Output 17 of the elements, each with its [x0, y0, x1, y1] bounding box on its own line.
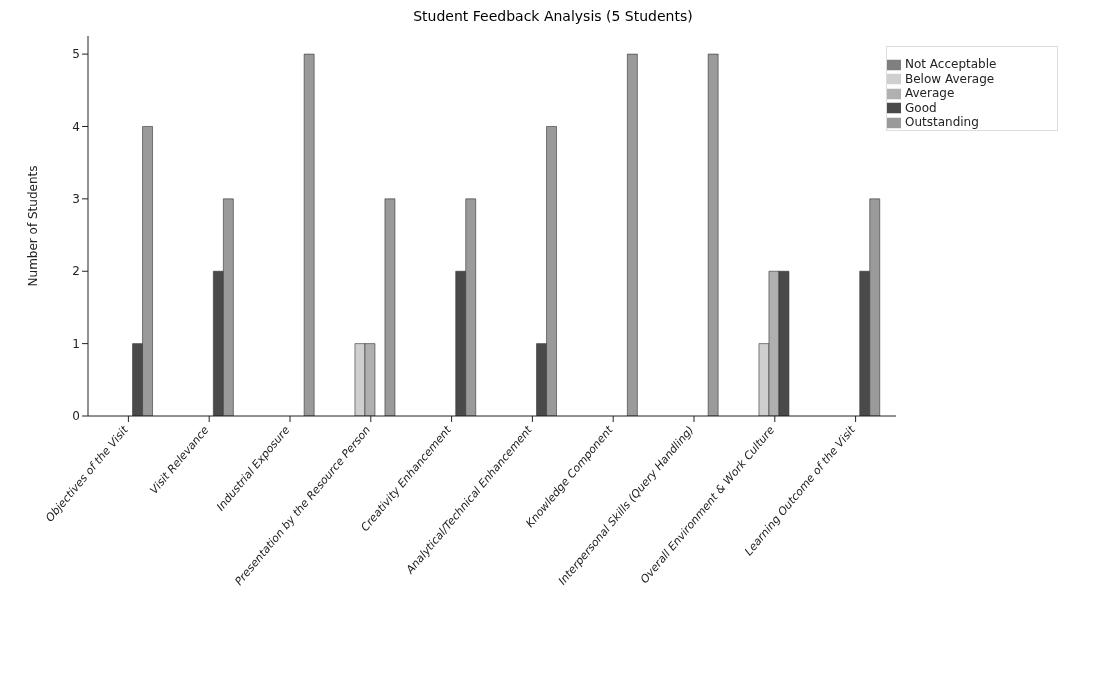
bar [707, 53, 719, 416]
y-tick-label: 3 [72, 192, 80, 207]
y-tick-label: 0 [72, 409, 80, 424]
legend-label: Good [905, 100, 937, 115]
legend-label: Average [905, 86, 955, 100]
y-tick-label: 5 [72, 47, 80, 62]
legend-label: Below Average [905, 71, 995, 86]
chart-title: Student Feedback Analysis (5 Students) [412, 8, 694, 24]
bar [627, 53, 638, 416]
legend-label: Outstanding [905, 115, 979, 129]
bar [303, 53, 315, 416]
y-axis-title: Number of Students [26, 165, 41, 287]
y-tick-label: 2 [72, 264, 80, 279]
y-tick-label: 1 [72, 336, 80, 351]
legend-label: Not Acceptable [905, 57, 997, 71]
bar [384, 198, 396, 416]
y-tick-label: 4 [72, 119, 80, 134]
